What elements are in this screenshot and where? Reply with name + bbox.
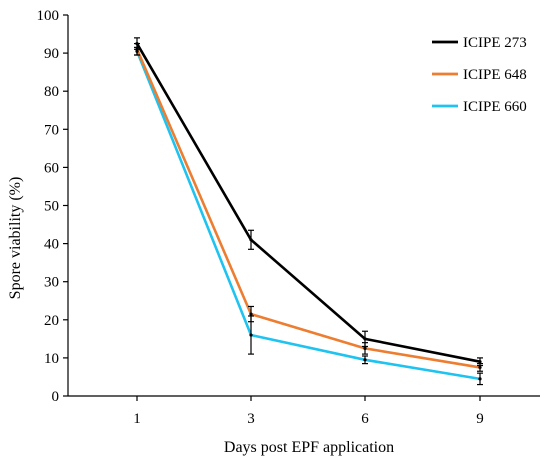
- data-point: [478, 365, 482, 370]
- data-point: [249, 333, 253, 337]
- x-axis-label: Days post EPF application: [224, 439, 394, 456]
- error-bars: [134, 42, 483, 372]
- error-bars: [134, 37, 483, 367]
- y-tick-label: 20: [44, 313, 59, 329]
- series-line: [135, 42, 481, 363]
- legend-entry-label: ICIPE 273: [463, 35, 527, 51]
- data-point: [363, 346, 367, 350]
- data-point: [363, 358, 367, 362]
- y-tick-label: 50: [44, 199, 59, 215]
- series-icipe-648: [135, 48, 481, 369]
- data-point: [249, 312, 253, 316]
- y-tick-label: 90: [44, 46, 59, 62]
- data-point: [478, 377, 482, 381]
- data-point: [478, 360, 482, 364]
- series-layer: [134, 37, 483, 386]
- series-icipe-273: [135, 42, 481, 363]
- data-point: [363, 337, 367, 341]
- legend-entry-label: ICIPE 648: [463, 67, 527, 83]
- y-axis-label: Spore viability (%): [7, 177, 24, 300]
- x-tick-label: 6: [361, 411, 369, 427]
- legend: ICIPE 273 ICIPE 648 ICIPE 660: [432, 35, 527, 115]
- series-icipe-660: [135, 50, 481, 381]
- y-axis: 0 10 20 30 40 50 60 70 80 90 100: [37, 8, 69, 405]
- x-tick-label: 3: [247, 411, 255, 427]
- x-tick-label: 1: [133, 411, 141, 427]
- data-point: [135, 49, 139, 53]
- legend-entry-label: ICIPE 660: [463, 99, 527, 115]
- x-tick-label: 9: [476, 411, 484, 427]
- y-tick-label: 40: [44, 237, 59, 253]
- y-tick-label: 0: [52, 389, 60, 405]
- y-tick-label: 10: [44, 351, 59, 367]
- y-tick-label: 30: [44, 275, 59, 291]
- series-line: [135, 50, 481, 381]
- y-tick-label: 70: [44, 122, 59, 138]
- y-tick-label: 100: [37, 8, 60, 24]
- x-axis: 1 3 6 9: [68, 395, 540, 427]
- data-point: [249, 238, 253, 242]
- y-tick-label: 60: [44, 160, 59, 176]
- error-bars: [134, 46, 483, 386]
- y-tick-label: 80: [44, 84, 59, 100]
- series-line: [135, 48, 481, 369]
